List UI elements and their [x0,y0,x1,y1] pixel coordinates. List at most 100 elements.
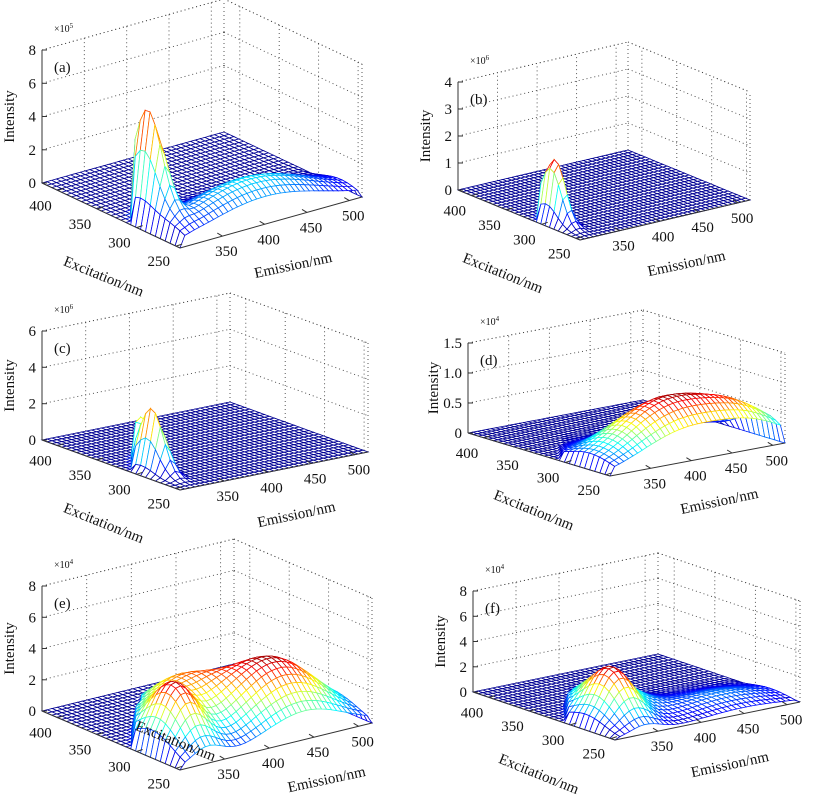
excitation-axis-title: Excitation/nm [61,254,146,301]
y-tick-label: 300 [537,470,560,486]
gridline-z [41,601,235,649]
gridline-z [233,538,373,599]
z-tick-label: 4 [445,75,453,91]
y-tick-label: 300 [513,232,536,248]
x-tick-mark [645,464,651,469]
z-tick-label: 0.5 [443,396,462,412]
y-tick-label: 350 [478,218,501,234]
gridline-z [642,339,786,384]
x-tick-label: 450 [304,471,327,487]
z-multiplier-exponent: 6 [486,54,490,62]
y-tick-mark [576,236,583,240]
emission-axis [179,196,363,249]
emission-axis-title: Emission/nm [679,486,760,518]
gridline-z [627,95,751,147]
panel-label: (b) [470,92,488,108]
x-tick-label: 350 [612,239,635,255]
intensity-axis-title: Intensity [418,109,434,162]
z-multiplier-exponent: 4 [496,315,500,323]
emission-axis-title: Emission/nm [256,499,337,531]
gridline-z [229,328,369,380]
gridline-top [229,292,369,344]
z-multiplier: ×105 [54,22,74,35]
intensity-axis-title: Intensity [2,90,18,143]
gridline-z [467,369,644,404]
z-multiplier-exponent: 5 [70,22,74,30]
y-tick-label: 250 [577,483,600,499]
z-tick-label: 0 [445,183,453,199]
y-tick-mark [175,243,183,247]
x-tick-mark [217,232,223,237]
y-tick-mark [541,221,548,225]
gridline-z [233,601,373,661]
surface-mesh [456,149,752,241]
y-tick-label: 350 [69,217,92,233]
y-tick-label: 400 [456,446,479,462]
excitation-axis [457,189,581,241]
y-tick-mark [136,225,143,229]
x-tick-label: 350 [643,476,666,492]
x-tick-label: 450 [725,461,748,477]
gridline-z [41,365,231,405]
excitation-axis-title: Excitation/nm [491,488,576,535]
gridline-z [233,569,373,630]
gridline-z [642,309,786,354]
eem-panel-b: 01234250300350400350400450500×106(b)Exci… [418,41,754,297]
z-tick-label: 1.0 [443,366,462,382]
y-tick-mark [57,187,64,191]
gridline-z [627,68,751,120]
z-tick-label: 4 [29,360,37,376]
surface-mesh [40,109,364,249]
gridline-z [225,0,363,65]
gridline-z [41,569,235,618]
panel-label: (a) [54,60,71,76]
gridline-z [223,98,363,165]
x-tick-label: 400 [684,469,707,485]
gridline-top [642,309,786,354]
z-tick-label: 0 [29,176,37,192]
z-tick-label: 3 [445,102,453,118]
z-multiplier: ×106 [470,54,490,67]
gridline-z [229,365,369,417]
x-tick-label: 500 [766,453,789,469]
x-tick-label: 400 [260,480,283,496]
z-tick-label: 6 [29,324,37,340]
z-multiplier: ×104 [480,315,500,328]
emission-axis [579,199,751,241]
eem-panel-e: 02468250300350400350400450500×104(e)Exci… [2,538,374,796]
x-tick-mark [653,217,660,222]
intensity-axis-title: Intensity [426,361,442,414]
x-tick-mark [259,220,265,225]
y-tick-label: 300 [108,482,131,498]
y-tick-mark [506,207,513,211]
z-multiplier-exponent: 6 [70,303,74,311]
gridline-top [225,0,363,65]
z-tick-label: 1.5 [443,336,462,352]
y-tick-label: 300 [108,236,131,252]
z-tick-label: 1 [445,156,453,172]
x-tick-label: 350 [215,244,238,260]
x-tick-label: 500 [731,211,754,227]
z-tick-label: 2 [29,397,37,413]
emission-axis-title: Emission/nm [646,248,727,280]
x-tick-mark [767,441,774,446]
y-tick-label: 400 [29,198,52,214]
y-tick-mark [97,206,104,210]
y-tick-label: 250 [148,497,171,513]
emission-axis-title: Emission/nm [253,250,334,282]
gridline-top [627,41,751,93]
intensity-axis-title: Intensity [2,359,18,412]
gridline-top [233,538,373,599]
panel-label: (c) [54,341,71,357]
x-tick-mark [693,208,699,213]
excitation-axis-title: Excitation/nm [61,500,146,547]
x-tick-mark [344,197,350,202]
z-tick-label: 4 [29,110,37,126]
panel-label: (d) [480,353,498,369]
x-tick-label: 400 [257,232,280,248]
x-tick-label: 450 [300,220,323,236]
z-tick-label: 2 [445,129,453,145]
y-tick-label: 350 [69,468,92,484]
x-tick-label: 350 [216,489,239,505]
